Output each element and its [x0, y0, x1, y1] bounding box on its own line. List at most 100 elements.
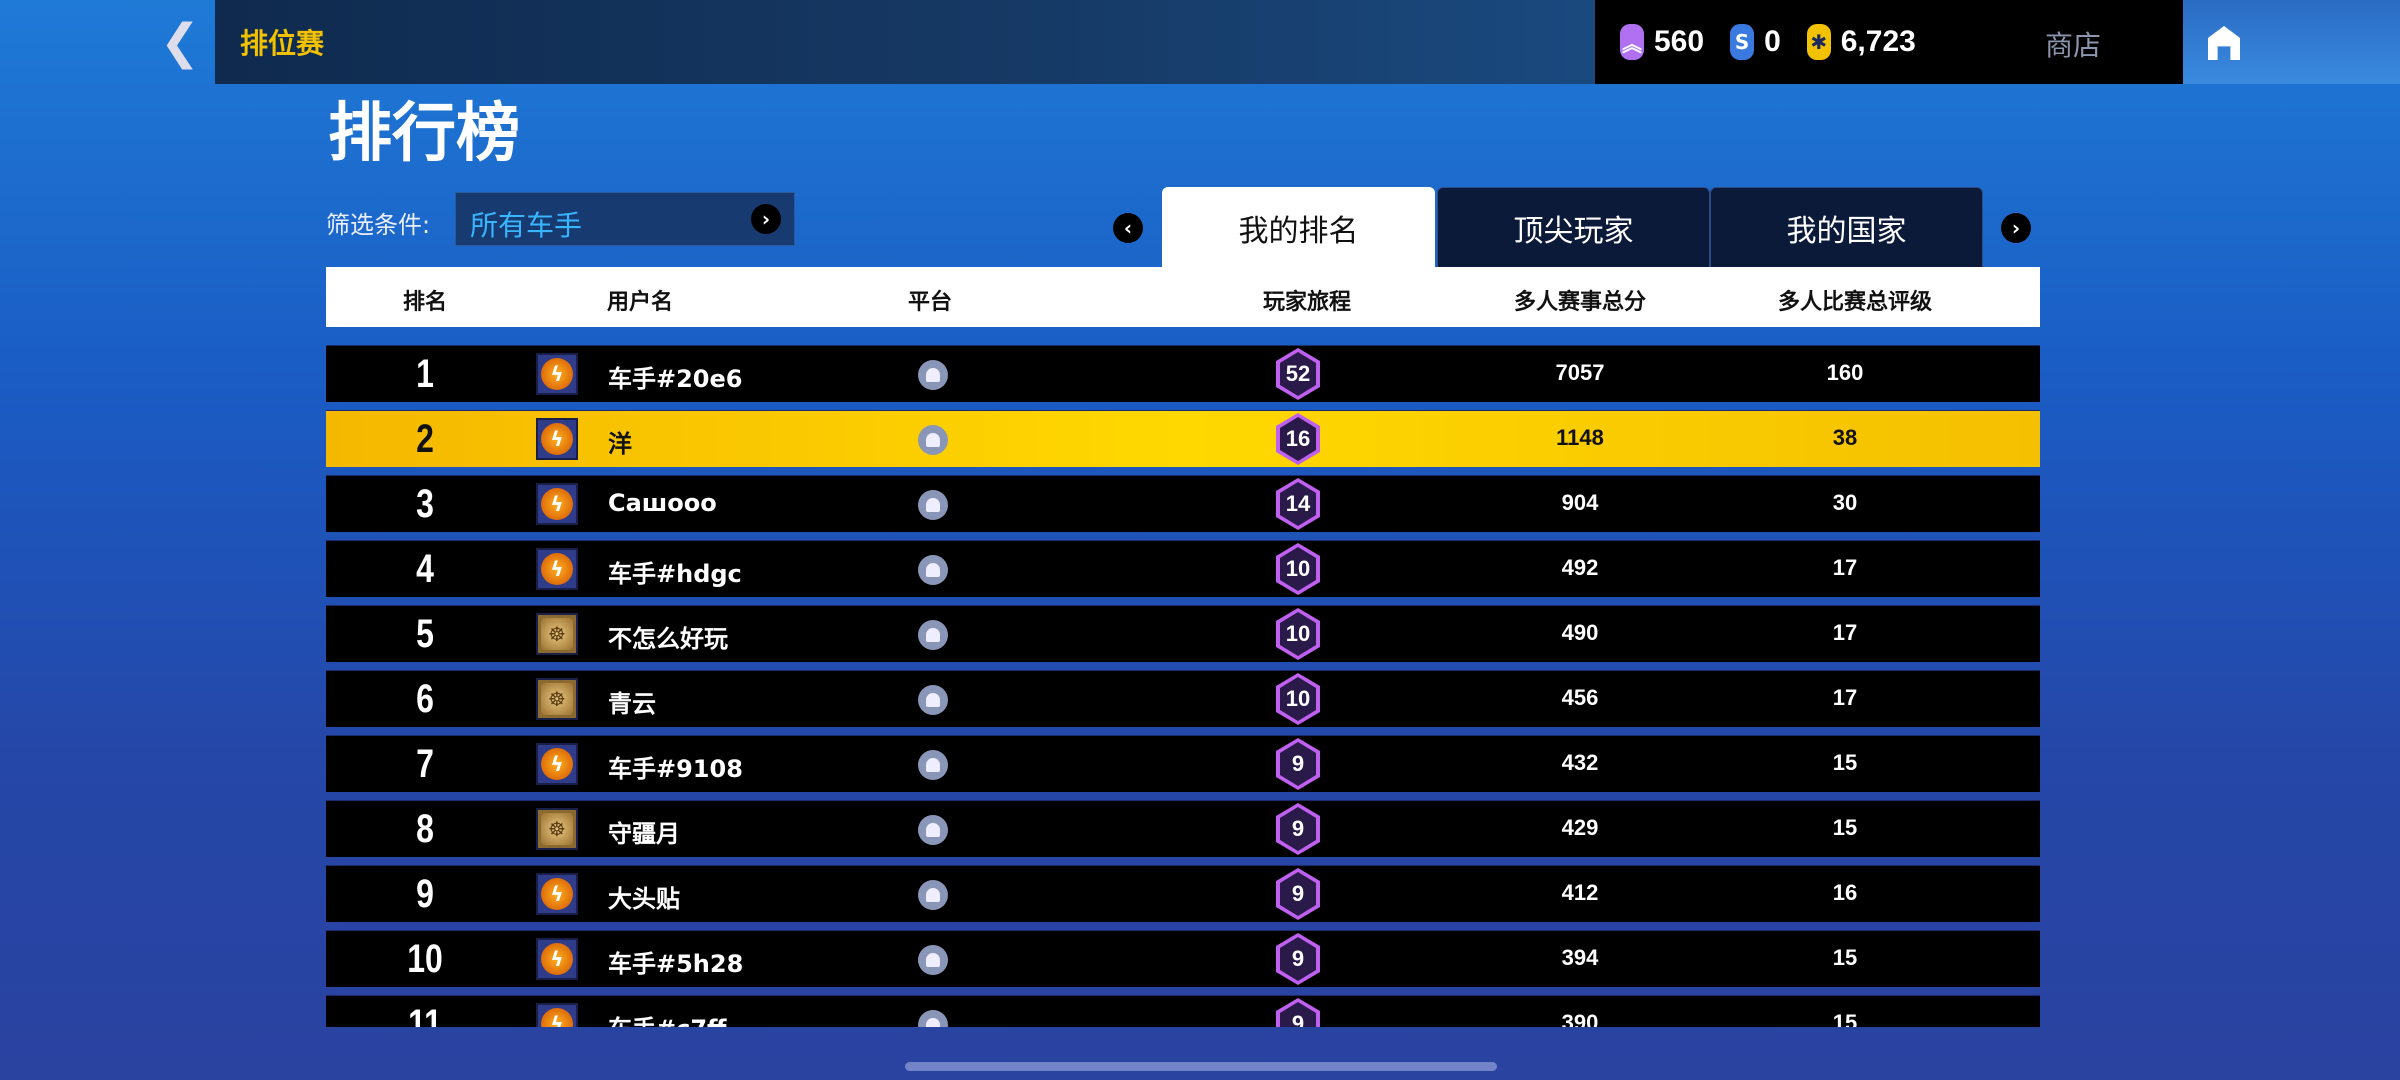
- lightning-avatar-icon: ϟ: [541, 358, 573, 390]
- avatar: ☸: [536, 808, 578, 850]
- shop-button[interactable]: 商店: [2045, 29, 2102, 62]
- rating: 15: [1832, 815, 1858, 840]
- lightning-avatar-icon: ϟ: [541, 553, 573, 585]
- avatar: ϟ: [536, 418, 578, 460]
- table-header: 排名 用户名 平台 玩家旅程 多人赛事总分 多人比赛总评级: [326, 267, 2040, 327]
- rating: 15: [1832, 750, 1858, 775]
- tabs-prev-button[interactable]: ‹: [1113, 213, 1143, 243]
- avatar: ϟ: [536, 548, 578, 590]
- home-button[interactable]: [2183, 0, 2400, 84]
- journey-badge: 9: [1276, 803, 1320, 855]
- gesture-home-bar[interactable]: [905, 1062, 1497, 1071]
- total-score: 429: [1561, 815, 1599, 840]
- journey-level: 9: [1280, 807, 1316, 851]
- avatar: ϟ: [536, 938, 578, 980]
- lightning-avatar-icon: ϟ: [541, 488, 573, 520]
- journey-level: 9: [1280, 742, 1316, 786]
- table-row[interactable]: 2 ϟ 洋 16 1148 38: [326, 410, 2040, 467]
- android-icon: [918, 490, 948, 520]
- username: 大头贴: [608, 885, 680, 913]
- column-rank: 排名: [402, 290, 448, 315]
- table-row[interactable]: 11 ϟ 车手#c7ff 9 390 15: [326, 995, 2040, 1027]
- table-row[interactable]: 9 ϟ 大头贴 9 412 16: [326, 865, 2040, 922]
- currency-coins: ✱ 6,723: [1806, 24, 1916, 60]
- username: 车手#5h28: [608, 950, 744, 978]
- journey-badge: 10: [1276, 673, 1320, 725]
- username: 守疆月: [608, 820, 680, 848]
- journey-level: 9: [1280, 1002, 1316, 1027]
- tabs-next-button[interactable]: ›: [2001, 213, 2031, 243]
- table-row[interactable]: 5 ☸ 不怎么好玩 10 490 17: [326, 605, 2040, 662]
- total-score: 412: [1561, 880, 1599, 905]
- filter-label: 筛选条件:: [326, 211, 431, 239]
- avatar: ϟ: [536, 873, 578, 915]
- total-score: 432: [1561, 750, 1599, 775]
- table-row[interactable]: 7 ϟ 车手#9108 9 432 15: [326, 735, 2040, 792]
- username: 洋: [608, 430, 632, 458]
- home-icon: [2208, 26, 2240, 60]
- avatar: ϟ: [536, 483, 578, 525]
- android-icon: [918, 360, 948, 390]
- journey-badge: 9: [1276, 738, 1320, 790]
- table-row[interactable]: 1 ϟ 车手#20e6 52 7057 160: [326, 345, 2040, 402]
- lightning-avatar-icon: ϟ: [541, 943, 573, 975]
- avatar: ϟ: [536, 1003, 578, 1027]
- journey-badge: 9: [1276, 933, 1320, 985]
- rank-chevron-icon: ︽: [1620, 24, 1644, 60]
- android-icon: [918, 685, 948, 715]
- column-total-score: 多人赛事总分: [1513, 290, 1647, 315]
- username: Сашооо: [608, 489, 717, 517]
- android-icon: [918, 880, 948, 910]
- chevron-right-icon: ›: [751, 204, 781, 234]
- avatar: ϟ: [536, 743, 578, 785]
- wheel-avatar-icon: ☸: [541, 683, 573, 715]
- avatar: ☸: [536, 613, 578, 655]
- journey-badge: 14: [1276, 478, 1320, 530]
- table-row[interactable]: 8 ☸ 守疆月 9 429 15: [326, 800, 2040, 857]
- lightning-avatar-icon: ϟ: [541, 878, 573, 910]
- journey-badge: 52: [1276, 348, 1320, 400]
- journey-level: 14: [1280, 482, 1316, 526]
- table-row[interactable]: 3 ϟ Сашооо 14 904 30: [326, 475, 2040, 532]
- currency-value: 6,723: [1840, 25, 1916, 58]
- rating: 38: [1832, 425, 1858, 450]
- table-row[interactable]: 6 ☸ 青云 10 456 17: [326, 670, 2040, 727]
- page-title: 排行榜: [328, 97, 520, 171]
- leaderboard-list[interactable]: 1 ϟ 车手#20e6 52 7057 160 2 ϟ 洋 16 1148 38 3…: [326, 345, 2040, 1027]
- filter-dropdown[interactable]: 所有车手 ›: [455, 192, 795, 246]
- section-title-bar: 排位赛: [215, 0, 1615, 84]
- journey-badge: 10: [1276, 608, 1320, 660]
- wheel-avatar-icon: ☸: [541, 618, 573, 650]
- rating: 17: [1832, 555, 1858, 580]
- journey-level: 10: [1280, 547, 1316, 591]
- column-username: 用户名: [606, 290, 674, 315]
- rating: 15: [1832, 1010, 1858, 1027]
- total-score: 390: [1561, 1010, 1599, 1027]
- android-icon: [918, 425, 948, 455]
- currency-rank: ︽ 560: [1620, 24, 1704, 60]
- table-row[interactable]: 10 ϟ 车手#5h28 9 394 15: [326, 930, 2040, 987]
- tab-top-players[interactable]: 顶尖玩家: [1437, 187, 1710, 269]
- currency-value: 0: [1764, 25, 1781, 58]
- journey-level: 10: [1280, 677, 1316, 721]
- rating: 160: [1826, 360, 1864, 385]
- column-platform: 平台: [907, 290, 953, 315]
- section-title: 排位赛: [240, 27, 325, 60]
- s-token-icon: S: [1730, 24, 1755, 60]
- journey-badge: 9: [1276, 998, 1320, 1027]
- column-rating: 多人比赛总评级: [1777, 290, 1933, 315]
- username: 车手#hdgc: [608, 560, 742, 588]
- total-score: 7057: [1555, 360, 1605, 385]
- back-button[interactable]: ❮: [150, 14, 210, 70]
- tab-my-rank[interactable]: 我的排名: [1162, 187, 1435, 269]
- tab-my-country[interactable]: 我的国家: [1710, 187, 1983, 269]
- journey-level: 9: [1280, 937, 1316, 981]
- table-row[interactable]: 4 ϟ 车手#hdgc 10 492 17: [326, 540, 2040, 597]
- username: 车手#20e6: [608, 365, 743, 393]
- avatar: ϟ: [536, 353, 578, 395]
- username: 车手#9108: [608, 755, 743, 783]
- username: 不怎么好玩: [608, 625, 728, 653]
- chevron-left-icon: ❮: [159, 14, 201, 70]
